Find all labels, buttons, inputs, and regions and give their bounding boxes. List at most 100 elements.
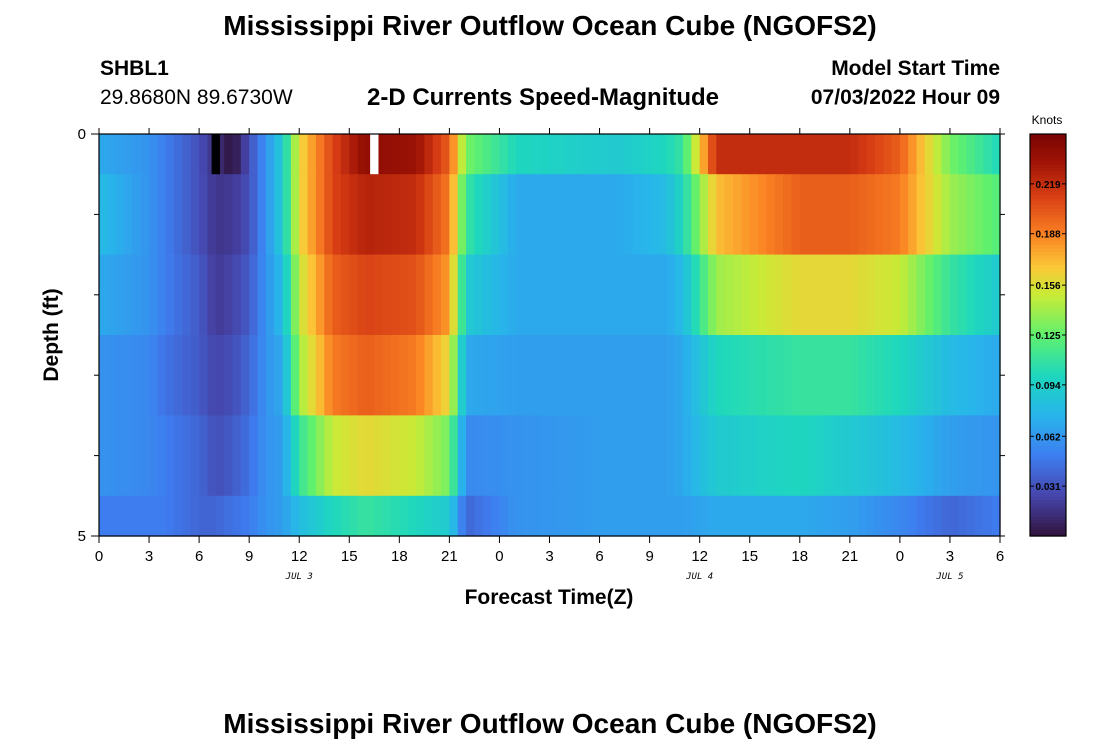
heatmap-cell: [874, 335, 884, 416]
heatmap-cell: [783, 174, 793, 256]
heatmap-cell: [299, 415, 309, 497]
heatmap-cell: [724, 174, 734, 256]
model-start-label: Model Start Time: [831, 57, 1000, 80]
heatmap-cell: [966, 174, 976, 256]
heatmap-cell: [374, 174, 384, 256]
heatmap-cell: [607, 174, 617, 256]
heatmap-cell: [749, 495, 759, 537]
heatmap-cell: [983, 134, 993, 175]
heatmap-cell: [532, 335, 542, 416]
heatmap-cell: [833, 335, 843, 416]
heatmap-cell: [783, 134, 793, 175]
colorbar-segment: [1030, 351, 1066, 356]
heatmap-cell: [666, 174, 676, 256]
heatmap-cell: [974, 254, 984, 336]
heatmap-cell: [741, 495, 751, 537]
heatmap-cell: [157, 174, 167, 256]
heatmap-cell: [340, 495, 350, 537]
heatmap-cell: [174, 495, 184, 537]
heatmap-cell: [449, 254, 459, 336]
heatmap-cell: [741, 174, 751, 256]
colorbar-segment: [1030, 264, 1066, 269]
heatmap-cell: [883, 415, 893, 497]
bottom-title: Mississippi River Outflow Ocean Cube (NG…: [223, 708, 877, 739]
colorbar-segment: [1030, 391, 1066, 396]
heatmap-cell: [916, 335, 926, 416]
heatmap-cell: [824, 415, 834, 497]
heatmap-cell: [290, 335, 300, 416]
heatmap-cell: [457, 495, 467, 537]
heatmap-cell: [265, 335, 275, 416]
heatmap-cell: [641, 415, 651, 497]
colorbar-segment: [1030, 512, 1066, 517]
heatmap-cell: [249, 254, 259, 336]
heatmap-cell: [441, 134, 450, 175]
heatmap-cell: [849, 495, 859, 537]
heatmap-cell: [416, 134, 425, 175]
heatmap-cell: [516, 134, 526, 175]
heatmap-cell: [165, 134, 175, 175]
heatmap-cell: [157, 415, 167, 497]
heatmap-cell: [624, 495, 634, 537]
colorbar-segment: [1030, 221, 1066, 226]
missing-value-cell: [211, 134, 220, 175]
heatmap-cell: [349, 415, 359, 497]
heatmap-cell: [657, 174, 667, 256]
heatmap-cell: [883, 134, 893, 175]
heatmap-cell: [808, 415, 818, 497]
heatmap-cell: [574, 134, 584, 175]
colorbar-segment: [1030, 465, 1066, 470]
heatmap-cell: [808, 335, 818, 416]
heatmap-cell: [941, 134, 951, 175]
colorbar-segment: [1030, 160, 1066, 165]
model-start-value: 07/03/2022 Hour 09: [810, 86, 1000, 109]
heatmap-cell: [607, 415, 617, 497]
heatmap-cell: [557, 174, 567, 256]
heatmap-cell: [774, 495, 784, 537]
heatmap-cell: [474, 495, 484, 537]
x-tick-label: 9: [645, 548, 653, 565]
heatmap-cell: [466, 174, 476, 256]
heatmap-cell: [716, 415, 726, 497]
heatmap-cell: [841, 335, 851, 416]
heatmap-cell: [774, 415, 784, 497]
heatmap-cell: [599, 335, 609, 416]
heatmap-cell: [691, 174, 701, 256]
heatmap-cell: [557, 254, 567, 336]
heatmap-cell: [349, 335, 359, 416]
heatmap-cell: [307, 174, 317, 256]
colorbar-segment: [1030, 469, 1066, 473]
colorbar-segment: [1030, 428, 1066, 433]
heatmap-cell: [274, 174, 284, 256]
heatmap-cell: [891, 174, 901, 256]
heatmap-cell: [574, 415, 584, 497]
heatmap-cell: [299, 254, 309, 336]
colorbar-segment: [1030, 241, 1066, 246]
heatmap-cell: [649, 415, 659, 497]
heatmap-cell: [549, 134, 559, 175]
heatmap-cell: [741, 254, 751, 336]
heatmap-cell: [791, 495, 801, 537]
colorbar-segment: [1030, 341, 1066, 346]
heatmap-cell: [758, 335, 767, 416]
heatmap-cell: [624, 174, 634, 256]
heatmap-cell: [924, 415, 934, 497]
heatmap-cell: [224, 174, 234, 256]
heatmap-cell: [199, 134, 209, 175]
heatmap-cell: [474, 134, 484, 175]
heatmap-cell: [140, 495, 150, 537]
colorbar-segment: [1030, 438, 1066, 443]
heatmap-cell: [933, 415, 943, 497]
heatmap-cell: [791, 254, 801, 336]
colorbar-segment: [1030, 462, 1066, 467]
heatmap-cell: [657, 134, 667, 175]
heatmap-cell: [541, 335, 551, 416]
heatmap-cell: [299, 174, 309, 256]
heatmap-cell: [841, 415, 851, 497]
heatmap-cell: [240, 134, 250, 175]
heatmap-cell: [157, 254, 167, 336]
y-tick-labels: 05: [78, 126, 86, 545]
heatmap-cell: [332, 415, 342, 497]
heatmap-cell: [115, 495, 125, 537]
